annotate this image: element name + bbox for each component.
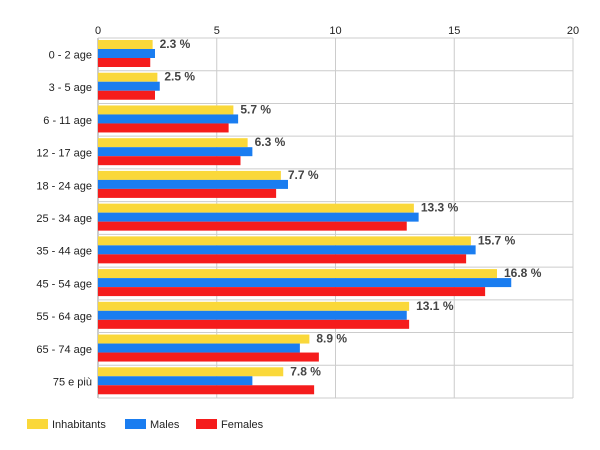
data-label: 7.7 % xyxy=(288,168,319,182)
bar-inhabitants-5 xyxy=(98,203,414,213)
grid-layer xyxy=(97,37,574,399)
bar-males-9 xyxy=(98,343,300,353)
legend-swatch-males xyxy=(125,419,146,429)
legend-label-inhabitants: Inhabitants xyxy=(52,419,106,431)
bar-males-8 xyxy=(98,310,407,320)
legend-label-females: Females xyxy=(221,419,264,431)
bar-females-5 xyxy=(98,221,407,231)
bar-females-0 xyxy=(98,58,151,67)
bar-inhabitants-10 xyxy=(98,367,284,377)
legend-swatch-females xyxy=(196,419,217,429)
data-label: 2.5 % xyxy=(164,70,195,84)
x-tick-label: 10 xyxy=(329,25,341,37)
category-label: 18 - 24 age xyxy=(36,180,92,192)
bar-females-8 xyxy=(98,319,410,329)
legend-label-males: Males xyxy=(150,419,180,431)
bar-males-4 xyxy=(98,179,288,189)
category-label: 6 - 11 age xyxy=(43,115,92,127)
category-label: 25 - 34 age xyxy=(36,213,92,225)
category-label: 65 - 74 age xyxy=(36,344,92,356)
data-label: 2.3 % xyxy=(160,37,191,51)
data-label: 6.3 % xyxy=(255,135,286,149)
bar-inhabitants-2 xyxy=(98,105,234,115)
bar-females-7 xyxy=(98,287,486,297)
category-label: 75 e più xyxy=(53,377,92,389)
bar-males-10 xyxy=(98,376,253,386)
bar-females-9 xyxy=(98,352,319,362)
bars-layer xyxy=(98,40,512,395)
x-tick-label: 5 xyxy=(214,25,220,37)
bar-inhabitants-3 xyxy=(98,138,248,148)
data-label: 16.8 % xyxy=(504,266,542,280)
bar-females-2 xyxy=(98,123,229,133)
data-label: 13.3 % xyxy=(421,201,459,215)
bar-males-0 xyxy=(98,49,155,58)
bar-inhabitants-4 xyxy=(98,170,281,180)
bar-females-3 xyxy=(98,156,241,166)
category-label: 35 - 44 age xyxy=(36,246,92,258)
bar-females-1 xyxy=(98,90,155,100)
bar-inhabitants-9 xyxy=(98,334,310,344)
category-label: 0 - 2 age xyxy=(49,49,92,61)
bar-inhabitants-6 xyxy=(98,236,471,246)
category-label: 55 - 64 age xyxy=(36,311,92,323)
data-label: 15.7 % xyxy=(478,233,516,247)
legend-swatch-inhabitants xyxy=(27,419,48,429)
bar-inhabitants-1 xyxy=(98,72,158,82)
x-tick-label: 0 xyxy=(95,25,101,37)
bar-males-6 xyxy=(98,245,476,255)
bar-males-5 xyxy=(98,212,419,222)
legend: Inhabitants Males Females xyxy=(27,419,264,431)
x-tick-label: 15 xyxy=(448,25,460,37)
bar-females-10 xyxy=(98,385,315,395)
data-label: 5.7 % xyxy=(240,102,271,116)
bar-inhabitants-0 xyxy=(98,40,153,49)
bar-inhabitants-8 xyxy=(98,301,410,311)
data-label: 13.1 % xyxy=(416,299,454,313)
bar-males-2 xyxy=(98,114,239,124)
bar-inhabitants-7 xyxy=(98,269,497,279)
bar-males-3 xyxy=(98,147,253,157)
category-label: 3 - 5 age xyxy=(49,82,92,94)
x-tick-label: 20 xyxy=(567,25,579,37)
labels-layer: 0 5 10 15 20 0 - 2 age 2.3 % 3 - 5 age 2.5 % 6 - … xyxy=(36,25,579,389)
data-label: 8.9 % xyxy=(316,332,347,346)
category-label: 12 - 17 age xyxy=(36,148,92,160)
bar-females-6 xyxy=(98,254,467,264)
bar-males-7 xyxy=(98,278,512,288)
data-label: 7.8 % xyxy=(290,364,321,378)
bar-females-4 xyxy=(98,188,277,198)
bar-males-1 xyxy=(98,81,160,91)
category-label: 45 - 54 age xyxy=(36,278,92,290)
